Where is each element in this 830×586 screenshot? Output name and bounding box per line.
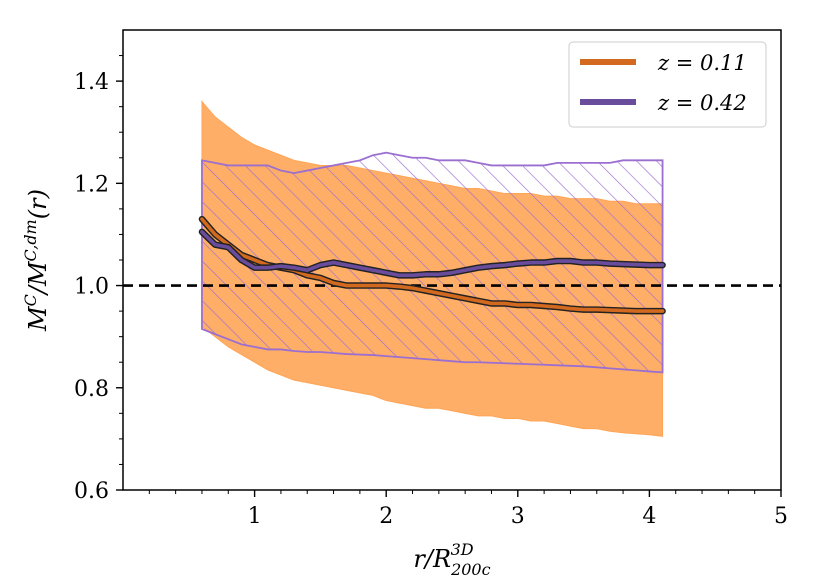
band-z042 bbox=[201, 151, 664, 374]
x-tick-label-5: 5 bbox=[774, 504, 788, 529]
x-tick-label-1: 1 bbox=[248, 504, 262, 529]
median-lines bbox=[198, 215, 666, 315]
x-tick-label-4: 4 bbox=[642, 504, 656, 529]
confidence-bands bbox=[201, 100, 664, 437]
y-axis-title-r: (r) bbox=[24, 189, 52, 219]
y-tick-label-1.4: 1.4 bbox=[74, 70, 109, 95]
x-tick-label-2: 2 bbox=[379, 504, 393, 529]
legend: z = 0.11 z = 0.42 bbox=[568, 41, 767, 128]
x-axis-title-subscript: 200c bbox=[450, 560, 491, 579]
x-axis-title: r/R200c3D bbox=[413, 540, 490, 579]
y-tick-label-1.2: 1.2 bbox=[74, 172, 109, 197]
legend-label-z011: z = 0.11 bbox=[657, 51, 747, 75]
y-tick-label-0.6: 0.6 bbox=[74, 479, 109, 504]
y-tick-label-0.8: 0.8 bbox=[74, 377, 109, 402]
line-z042 bbox=[200, 230, 665, 278]
y-axis-title-slash: /M bbox=[24, 260, 52, 296]
y-tick-label-1.0: 1.0 bbox=[74, 275, 109, 300]
y-axis: 0.6 0.8 1.0 1.2 1.4 bbox=[74, 55, 123, 504]
x-axis: 1 2 3 4 5 bbox=[148, 490, 788, 529]
y-axis-title: MC/MC,dm(r) bbox=[21, 189, 52, 332]
x-tick-label-3: 3 bbox=[511, 504, 525, 529]
y-axis-title-superscript-2: C,dm bbox=[21, 219, 40, 261]
x-axis-title-superscript: 3D bbox=[451, 540, 474, 559]
y-axis-title-superscript: C bbox=[21, 294, 40, 306]
legend-label-z042: z = 0.42 bbox=[657, 91, 747, 115]
